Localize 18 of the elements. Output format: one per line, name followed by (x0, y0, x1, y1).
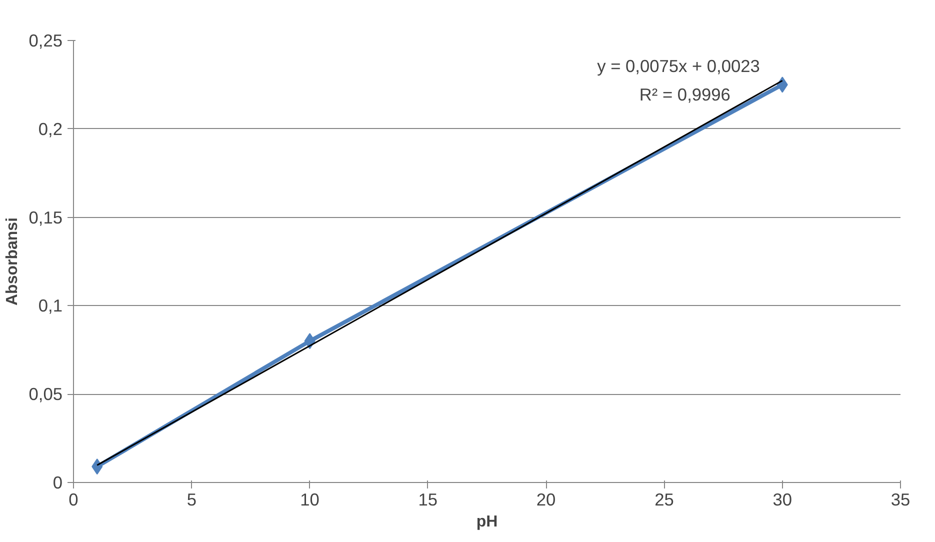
y-axis-title: Absorbansi (4, 217, 21, 306)
x-tick-label: 0 (68, 490, 78, 510)
x-axis-title: pH (476, 514, 498, 530)
y-tick-label: 0,1 (38, 296, 63, 316)
x-tick-label: 15 (418, 490, 438, 510)
x-tick-label: 25 (654, 490, 674, 510)
x-tick-label: 35 (890, 490, 910, 510)
y-tick-label: 0,2 (38, 118, 63, 139)
annotation: R² = 0,9996 (639, 84, 730, 105)
x-tick-label: 10 (300, 490, 320, 510)
y-tick-label: 0 (52, 472, 63, 492)
y-tick-label: 0,25 (28, 30, 63, 50)
x-tick-label: 5 (186, 490, 196, 510)
y-tick-label: 0,05 (28, 384, 63, 404)
x-tick-label: 20 (536, 490, 556, 510)
x-tick-label: 30 (772, 490, 792, 510)
y-tick-label: 0,15 (28, 207, 63, 228)
annotation: y = 0,0075x + 0,0023 (597, 56, 760, 76)
